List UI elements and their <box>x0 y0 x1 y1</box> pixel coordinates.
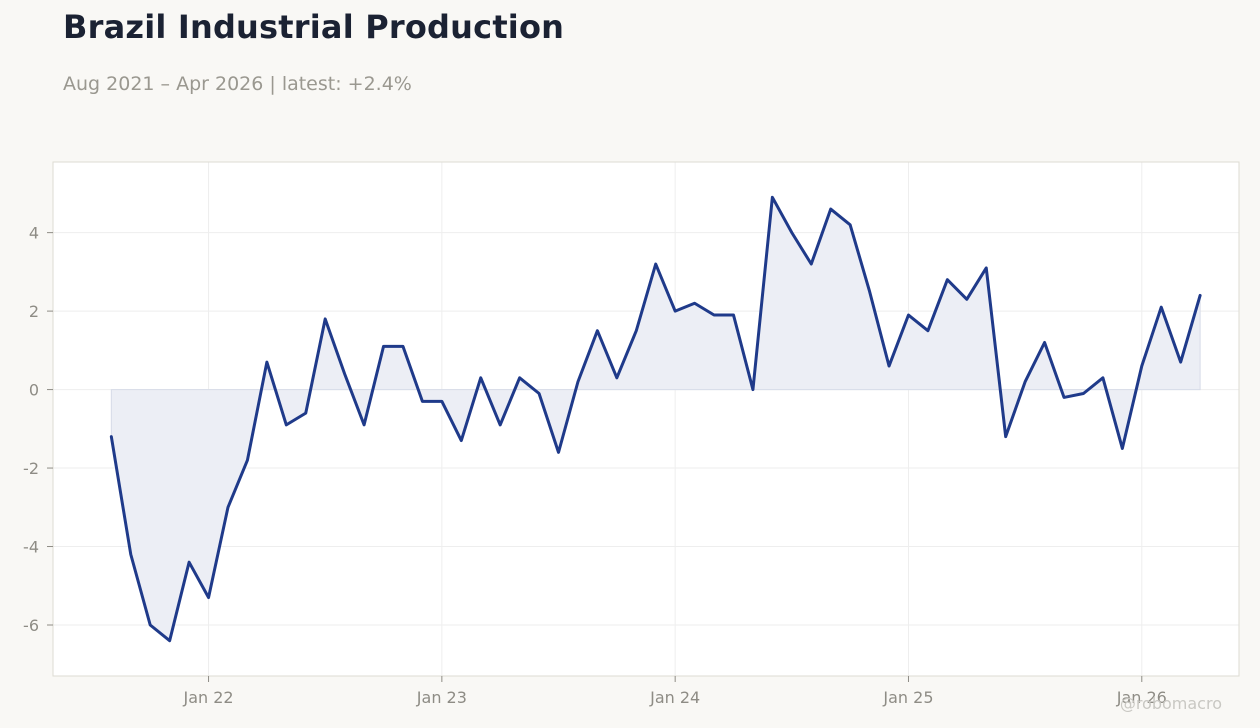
plot-border <box>52 161 1240 677</box>
chart-subtitle: Aug 2021 – Apr 2026 | latest: +2.4% <box>63 73 412 95</box>
x-tick-label: Jan 25 <box>882 688 933 707</box>
x-tick-label: Jan 22 <box>182 688 233 707</box>
series-line <box>109 195 1202 643</box>
y-tick-label: 2 <box>29 302 39 321</box>
watermark: @robomacro <box>1119 694 1222 713</box>
y-tick-label: -6 <box>23 616 39 635</box>
y-tick-label: 0 <box>29 381 39 400</box>
chart-title: Brazil Industrial Production <box>63 8 565 46</box>
x-tick-label: Jan 24 <box>649 688 700 707</box>
x-tick-label: Jan 23 <box>416 688 467 707</box>
x-tick-label: Jan 26 <box>1116 688 1167 707</box>
y-tick-label: -2 <box>23 459 39 478</box>
y-tick-label: -4 <box>23 538 39 557</box>
y-tick-label: 4 <box>29 224 39 243</box>
